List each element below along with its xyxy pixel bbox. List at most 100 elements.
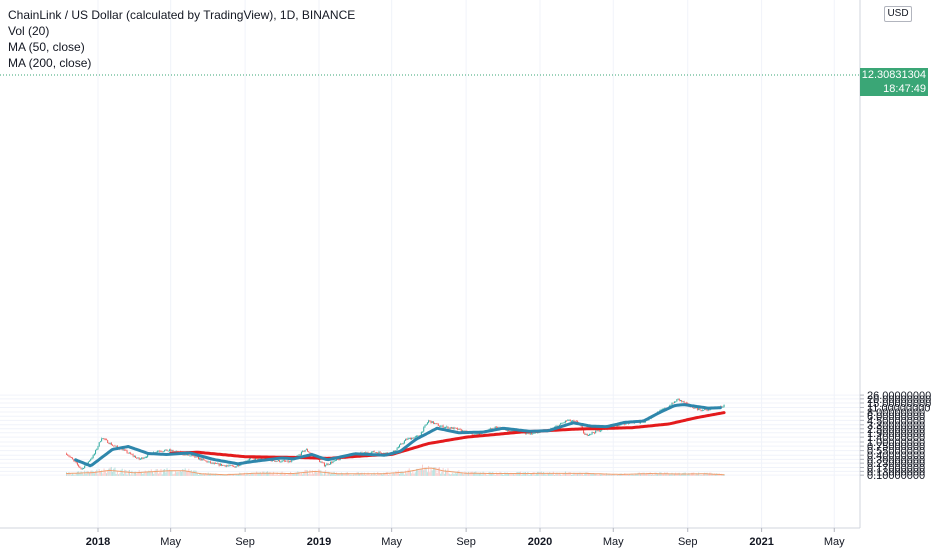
volume-bar xyxy=(426,472,428,476)
candle-body xyxy=(210,461,212,464)
volume-bar xyxy=(242,473,244,476)
volume-bar xyxy=(271,473,273,476)
volume-bar xyxy=(223,474,225,476)
legend-symbol-title[interactable]: ChainLink / US Dollar (calculated by Tra… xyxy=(8,8,356,22)
legend-volume[interactable]: Vol (20) xyxy=(8,24,50,38)
candle-body xyxy=(196,456,198,458)
candle-body xyxy=(228,465,230,467)
candle-body xyxy=(72,457,74,460)
volume-bar xyxy=(615,475,617,476)
candle-body xyxy=(162,451,164,453)
price-tick-label-17: 0.17000000 xyxy=(867,463,925,475)
candle-body xyxy=(159,450,161,452)
volume-bar xyxy=(430,468,432,476)
volume-bar xyxy=(165,472,167,476)
candle-body xyxy=(248,458,250,461)
candle-body xyxy=(302,450,304,452)
candle-body xyxy=(425,424,427,426)
volume-bar xyxy=(327,471,329,476)
volume-bar xyxy=(672,474,674,476)
volume-bar xyxy=(551,473,553,476)
candle-body xyxy=(414,436,416,438)
volume-bar xyxy=(391,473,393,476)
candle-body xyxy=(89,460,91,462)
ma50-line xyxy=(74,403,722,468)
candle-body xyxy=(133,456,135,457)
candle-body xyxy=(687,403,689,404)
volume-bar xyxy=(313,473,315,476)
volume-bar xyxy=(246,472,248,476)
volume-bar xyxy=(156,469,158,476)
volume-bar xyxy=(101,470,103,476)
candle-body xyxy=(379,451,381,453)
candle-body xyxy=(189,455,191,457)
volume-bar xyxy=(162,469,164,476)
candle-body xyxy=(420,432,422,436)
candle-body xyxy=(158,450,160,452)
currency-button[interactable]: USD xyxy=(884,6,912,22)
volume-bar xyxy=(438,467,440,476)
volume-bar xyxy=(609,474,611,476)
volume-bar xyxy=(302,474,304,476)
legend-ma200[interactable]: MA (200, close) xyxy=(8,56,92,70)
volume-bar xyxy=(309,469,311,476)
price-tick-label-13: 0.55000000 xyxy=(867,446,925,458)
volume-bar xyxy=(225,475,227,476)
candle-body xyxy=(330,462,332,465)
candle-body xyxy=(374,452,376,454)
volume-bar xyxy=(532,472,534,476)
volume-bar xyxy=(481,474,483,476)
volume-bar xyxy=(259,472,261,476)
volume-bar xyxy=(128,469,130,476)
candle-body xyxy=(538,432,540,434)
candle-body xyxy=(564,420,566,423)
price-tick-label-1: 20.00000000 xyxy=(867,394,931,406)
candle-body xyxy=(424,425,426,428)
volume-bar xyxy=(508,473,510,476)
volume-bar xyxy=(344,473,346,476)
volume-bar xyxy=(154,470,156,476)
candle-body xyxy=(286,460,288,462)
candle-body xyxy=(218,463,220,466)
time-tick-label-3: 2019 xyxy=(307,536,331,548)
volume-bar xyxy=(298,472,300,476)
volume-bar xyxy=(150,469,152,476)
volume-bar xyxy=(432,467,434,476)
volume-bar xyxy=(425,467,427,476)
candle-body xyxy=(239,465,241,466)
volume-bar xyxy=(161,474,163,476)
volume-bar xyxy=(669,474,671,476)
candle-body xyxy=(417,435,419,437)
candle-body xyxy=(512,430,514,432)
candle-body xyxy=(600,430,602,432)
price-axis[interactable]: 26.0000000020.0000000015.0000000011.0000… xyxy=(860,390,931,482)
volume-bar xyxy=(268,472,270,476)
candle-body xyxy=(562,422,564,424)
volume-bar xyxy=(487,474,489,476)
legend-ma50[interactable]: MA (50, close) xyxy=(8,40,85,54)
candle-body xyxy=(199,458,201,460)
candle-body xyxy=(338,459,340,461)
candle-body xyxy=(132,454,134,457)
volume-bar xyxy=(452,472,454,476)
candle-body xyxy=(280,461,282,463)
candle-body xyxy=(401,443,403,445)
volume-bar xyxy=(483,472,485,476)
candle-body xyxy=(452,427,454,430)
candle-body xyxy=(305,449,307,451)
candle-body xyxy=(595,430,597,434)
volume-bar xyxy=(170,470,172,476)
candle-body xyxy=(617,425,619,427)
time-axis[interactable]: 2018 May Sep 2019 May Sep 2020 May Sep 2021 May xyxy=(86,528,845,548)
volume-bar xyxy=(643,472,645,476)
volume-bar xyxy=(566,473,568,476)
volume-bar xyxy=(607,475,609,476)
volume-bar xyxy=(178,471,180,476)
volume-bar xyxy=(627,475,629,476)
candle-body xyxy=(275,460,277,462)
volume-bar xyxy=(201,474,203,476)
candle-body xyxy=(193,455,195,457)
volume-bar xyxy=(182,469,184,476)
volume-bar xyxy=(258,472,260,476)
